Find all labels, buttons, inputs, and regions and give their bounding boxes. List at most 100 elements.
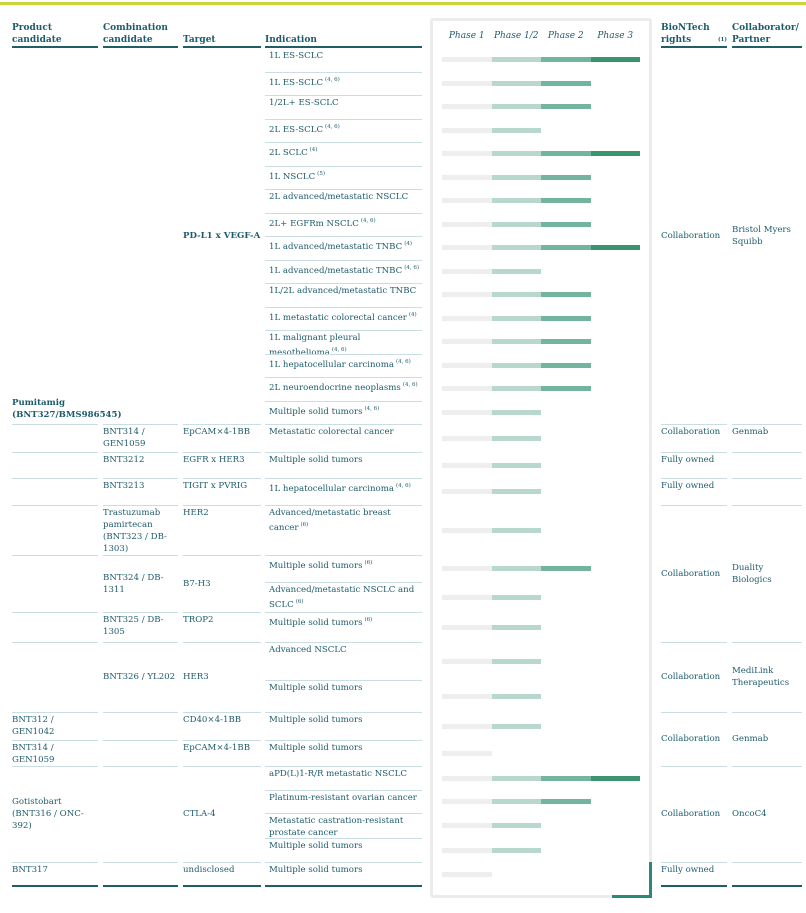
header-rule xyxy=(12,46,98,48)
phase-bar xyxy=(442,315,492,321)
combination-name: BNT314 / GEN1059 xyxy=(103,427,146,449)
partner-name: Genmab xyxy=(732,427,769,437)
indication: Multiple solid tumors xyxy=(269,712,422,740)
row-rule xyxy=(12,424,98,425)
product-name: BNT314 / GEN1059 xyxy=(12,743,55,765)
phase-bar xyxy=(491,57,541,63)
indication: 1L/2L advanced/metastatic TNBC xyxy=(269,283,422,307)
phase-bar xyxy=(491,527,541,533)
row-rule xyxy=(103,766,178,767)
combination-name: BNT325 / DB-1305 xyxy=(103,615,164,637)
phase-bar xyxy=(491,198,541,204)
row-rule xyxy=(183,612,261,613)
bottom-rule xyxy=(732,885,802,887)
footnote-ref: (4, 6) xyxy=(396,483,411,489)
phase-bar xyxy=(491,409,541,415)
phase-bar xyxy=(442,775,492,781)
phase-bar xyxy=(491,268,541,274)
row-rule xyxy=(103,555,178,556)
footnote-ref: (4) xyxy=(408,311,417,318)
phase-bar xyxy=(442,823,492,828)
rights-status: Collaboration xyxy=(661,734,721,744)
phase-bar xyxy=(491,775,541,781)
phase-bar xyxy=(541,799,591,804)
indication-text: Multiple solid tumors (6) xyxy=(269,560,373,571)
row-rule xyxy=(183,862,261,863)
row-rule xyxy=(12,712,98,713)
target-name: B7-H3 xyxy=(183,578,211,589)
corner-accent xyxy=(649,862,652,898)
row-rule xyxy=(265,838,422,839)
row-rule xyxy=(103,452,178,453)
rights-status: Fully owned xyxy=(661,481,715,491)
indication-text: 1L ES-SCLC (4, 6) xyxy=(269,76,340,88)
phase-bar xyxy=(442,566,492,571)
phase-bar xyxy=(442,435,492,441)
row-rule xyxy=(265,165,422,167)
phase-bar xyxy=(491,245,541,251)
row-rule xyxy=(732,862,802,863)
phase-bar xyxy=(442,245,492,251)
footnote-ref: (4, 6) xyxy=(331,347,347,353)
phase-bar xyxy=(491,566,541,571)
phase-bar xyxy=(491,594,541,600)
phase-bar xyxy=(491,151,541,157)
phase-bar xyxy=(590,151,640,157)
indication: Multiple solid tumors (6) xyxy=(269,555,422,582)
row-rule xyxy=(12,505,98,506)
indication: 2L neuroendocrine neoplasms (4, 6) xyxy=(269,377,422,401)
phase-bar xyxy=(491,104,541,110)
indication-text: Advanced NSCLC xyxy=(269,645,347,655)
row-rule xyxy=(103,612,178,613)
indication: 1L metastatic colorectal cancer (4) xyxy=(269,307,422,331)
indication-text: 1/2L+ ES-SCLC xyxy=(269,98,339,108)
row-rule xyxy=(183,766,261,767)
header-rule xyxy=(103,46,178,48)
row-rule xyxy=(12,642,98,643)
phase-panel xyxy=(430,18,652,898)
partner-name: MediLink Therapeutics xyxy=(732,666,790,688)
row-rule xyxy=(183,642,261,643)
indication-text: Multiple solid tumors xyxy=(269,715,363,725)
indication: 2L SCLC (4) xyxy=(269,142,422,166)
phase-bar xyxy=(442,462,492,468)
phase-bar xyxy=(491,362,541,368)
row-rule xyxy=(103,740,178,741)
phase-bar xyxy=(590,57,640,63)
row-rule xyxy=(103,862,178,863)
combination-name: BNT3213 xyxy=(103,481,145,491)
header-phase: Phase 1 xyxy=(448,31,485,41)
row-rule xyxy=(103,478,178,479)
phase-bar xyxy=(491,489,541,494)
row-rule xyxy=(265,505,422,506)
phase-bar xyxy=(491,174,541,180)
indication: Multiple solid tumors xyxy=(269,452,422,478)
indication-text: 1L advanced/metastatic TNBC (4) xyxy=(269,241,412,252)
product-name: BNT317 xyxy=(12,865,48,875)
indication-text: 1L malignant pleural mesothelioma(4, 6) xyxy=(269,333,361,358)
phase-bar xyxy=(590,245,640,251)
phase-bar xyxy=(442,292,492,298)
partner-name: Genmab xyxy=(732,734,769,744)
phase-bar xyxy=(541,151,591,157)
row-rule xyxy=(661,505,727,506)
header-phase: Phase 1/2 xyxy=(493,31,539,41)
header-phase: Phase 2 xyxy=(547,31,584,41)
row-rule xyxy=(12,740,98,741)
indication-text: 2L neuroendocrine neoplasms (4, 6) xyxy=(269,382,418,393)
phase-bar xyxy=(442,847,492,853)
footnote-ref: (6) xyxy=(364,560,373,566)
phase-bar xyxy=(442,409,492,415)
row-rule xyxy=(265,862,422,863)
header-rights: BioNTech rights (1) xyxy=(661,23,727,45)
row-rule xyxy=(183,505,261,506)
row-rule xyxy=(12,862,98,863)
footnote-ref: (4, 6) xyxy=(402,382,418,388)
phase-bar xyxy=(442,750,492,756)
phase-bar xyxy=(442,268,492,274)
indication-text: Multiple solid tumors (6) xyxy=(269,617,373,628)
row-rule xyxy=(265,790,422,791)
footnote-ref: (4, 6) xyxy=(325,76,340,83)
header-phase: Phase 3 xyxy=(597,31,634,41)
phase-bar xyxy=(541,362,591,368)
